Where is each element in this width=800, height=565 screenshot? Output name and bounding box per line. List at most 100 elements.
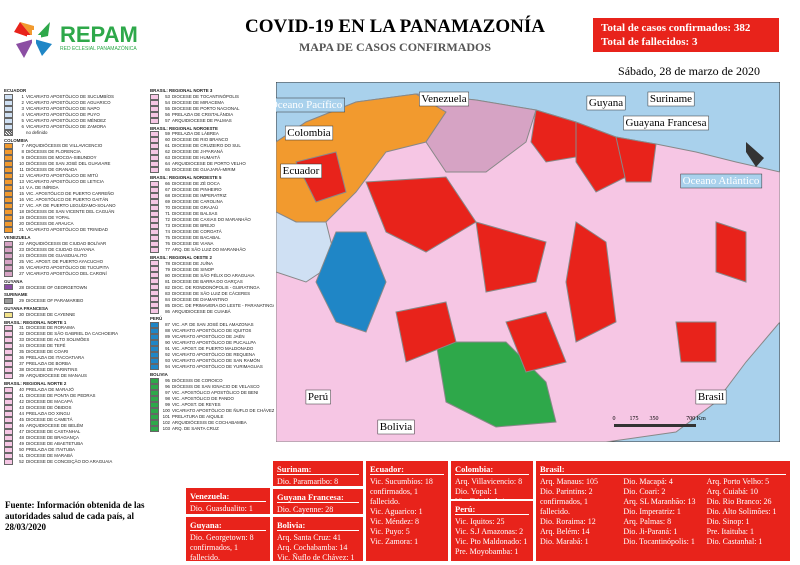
legend-item: 25 VIC. APOST. DE PUERTO AYACUCHO xyxy=(4,258,146,265)
legend-item: 34 DIOCESE DE TEFÉ xyxy=(4,343,146,350)
legend-swatch xyxy=(150,272,159,279)
case-line: Arq. SL Maranhão: 13 xyxy=(623,497,696,506)
legend-item: 3 VICARIATO APOSTÓLICO DE NAPO xyxy=(4,105,146,112)
legend-name: DIOCESE DE CAROLINA xyxy=(172,198,223,204)
legend-name: VICARIATO APOSTÓLICO DE TRINIDAD xyxy=(26,227,108,233)
legend-num: 3 xyxy=(21,105,24,111)
date: Sábado, 28 de marzo de 2020 xyxy=(618,64,760,78)
legend-name: DIOCESE DE COROATÁ xyxy=(172,228,222,234)
legend-item: 36 PRELAZIA DE ITACOATIARA xyxy=(4,355,146,362)
legend-swatch xyxy=(150,296,159,303)
legend-swatch xyxy=(4,311,13,318)
map-label: Oceano Atlántico xyxy=(683,175,760,187)
legend-name: VIC. APOSTÓLICO DE PUERTO CARREÑO xyxy=(26,191,114,197)
case-columns: Arq. Manaus: 105 Dio. Parintins: 2 confir… xyxy=(540,477,786,547)
legend-item: 99 VIC. APOST. DE REYES xyxy=(150,401,274,408)
legend-name: VICARIATO APOSTÓLICO DE PUCALLPA xyxy=(172,340,256,346)
legend-swatch xyxy=(150,186,159,193)
legend-name: VICARIATO APOSTÓLICO DE TUCUPITA xyxy=(26,264,109,270)
legend-name: DIOCESE DE PARINTINS xyxy=(26,367,78,373)
case-line: Arq. Palmas: 8 xyxy=(623,517,672,526)
legend-name: DIOCESE DE BRAGANÇA xyxy=(26,434,79,440)
legend-name: DIOCESE OF GEORGETOWN xyxy=(26,284,87,290)
legend-item: 69 DIOCESE DE CAROLINA xyxy=(150,198,274,205)
legend-swatch xyxy=(4,191,13,198)
legend-name: DIÓCESIS DE MOCOA-SIBUNDOY xyxy=(26,155,97,161)
legend-item: 81 DIOCESE DE BARRA DO GARÇAS xyxy=(150,278,274,285)
legend-item: 84 DIOCESE DE DIAMANTINO xyxy=(150,296,274,303)
map-label: Guayana Francesa xyxy=(626,117,707,129)
legend-item: 39 ARQUIDIOCESE DE MANAUS xyxy=(4,373,146,380)
legend-item: 35 DIOCESE DE COARI xyxy=(4,349,146,356)
logo-icon xyxy=(14,22,52,58)
legend-num: 98 xyxy=(165,395,170,401)
legend-item: 63 DIOCESE DE HUMAITÁ xyxy=(150,155,274,162)
map-label: Brasil xyxy=(698,391,724,403)
legend-item: 72 DIOCESE DE CAXIAS DO MARANHÃO xyxy=(150,216,274,223)
scale-label: 175 xyxy=(630,416,639,422)
legend-item: 19 DIÓCESIS DE YOPAL xyxy=(4,215,146,222)
case-line: Vic. Zamora: 1 xyxy=(370,537,419,546)
legend-swatch xyxy=(150,210,159,217)
legend-name: VICARIATO APOSTÓLICO DE MÉNDEZ xyxy=(26,117,106,123)
legend-name: DIOCESE DE JI-PARANÁ xyxy=(172,149,223,155)
legend-item: 56 PRELAZIA DE CRISTALÂNDIA xyxy=(150,111,274,118)
legend-swatch xyxy=(150,383,159,390)
legend-swatch xyxy=(150,161,159,168)
legend-item: 11 DIÓCESIS DE GRANADA xyxy=(4,167,146,174)
legend-num: 75 xyxy=(165,234,170,240)
legend-swatch xyxy=(4,422,13,429)
legend-num: 12 xyxy=(19,173,24,179)
legend-heading: BRASIL: REGIONAL NOROESTE xyxy=(150,125,218,131)
legend-item: 18 DIÓCESIS DE SAN VICENTE DEL CAGUÁN xyxy=(4,209,146,216)
totals-box: Total de casos confirmados: 382 Total de … xyxy=(593,18,779,52)
legend-num: 40 xyxy=(19,386,24,392)
map-label: Venezuela xyxy=(421,93,466,105)
legend-swatch xyxy=(4,373,13,380)
legend-name: DIOCESE DE MACAPÁ xyxy=(26,398,73,404)
legend-item: 2 VICARIATO APOSTÓLICO DE AGUARICO xyxy=(4,99,146,106)
map: Oceano Pacífico Venezuela Guyana Suriname Gu… xyxy=(276,82,780,442)
legend-name: DIOCESE DE BREJO xyxy=(172,222,215,228)
case-line: Dio. Cayenne: 28 xyxy=(277,505,334,514)
legend-name: DIOCESE DE RIO BRANCO xyxy=(172,137,229,143)
legend-name: DIOCESE DE BARRA DO GARÇAS xyxy=(172,278,243,284)
legend-col: BRASIL: REGIONAL NORTE 3 53 DIOCESE DE TOC… xyxy=(150,86,274,432)
legend-item: 12 VICARIATO APOSTÓLICO DE MITÚ xyxy=(4,173,146,180)
case-line: Dio. Sinop: 1 xyxy=(706,517,750,526)
legend-swatch xyxy=(150,216,159,223)
legend-num: 55 xyxy=(165,105,170,111)
legend-num: 37 xyxy=(19,361,24,367)
case-box: Bolivia: Arq. Santa Cruz: 41 Arq. Cochabam… xyxy=(272,516,364,562)
legend-item: no definido xyxy=(4,129,146,136)
legend-item: 64 ARQUIDIOCESE DE PORTO VELHO xyxy=(150,161,274,168)
legend-item: 102 ARQUIDIÓCESIS DE COCHABAMBA xyxy=(150,419,274,426)
legend-num: 89 xyxy=(165,334,170,340)
legend-swatch xyxy=(4,117,13,124)
legend-name: VIC. APOSTÓLICO APOSTÓLICO DE BENI xyxy=(172,389,259,395)
legend-name: ARQUIDIOCESE DE PALMAS xyxy=(172,117,232,123)
legend-item: 60 DIOCESE DE RIO BRANCO xyxy=(150,137,274,144)
legend-num: 54 xyxy=(165,99,170,105)
case-line: Pre. Moyobamba: 1 xyxy=(455,547,519,556)
legend-item: 37 PRELAZIA DE BORBA xyxy=(4,361,146,368)
legend-item: 21 VICARIATO APOSTÓLICO DE TRINIDAD xyxy=(4,227,146,234)
legend-name: DIÓCESIS DE CIUDAD GUAYANA xyxy=(26,246,95,252)
legend-name: DIOCESE DE VIANA xyxy=(172,240,214,246)
legend-num: 1 xyxy=(21,93,24,99)
legend-swatch xyxy=(4,155,13,162)
case-line: Dio. Castanhal: 1 xyxy=(706,537,763,546)
legend-item: 50 PRELAZIA DE ITAITUBA xyxy=(4,446,146,453)
legend-num: 46 xyxy=(19,422,24,428)
scale-bar xyxy=(614,424,696,427)
legend-item: 85 DIOC. DE PRIMAVERA DO LESTE - PARANATI… xyxy=(150,302,274,309)
legend-swatch xyxy=(4,143,13,150)
legend-name: DIÓCESIS DE GUASDUALITO xyxy=(26,252,87,258)
legend-name: PRELAZIA DE ITAITUBA xyxy=(26,446,75,452)
legend-swatch xyxy=(4,99,13,106)
legend-swatch xyxy=(150,260,159,267)
legend-num: 72 xyxy=(165,216,170,222)
case-box: Perú: Vic. Iquitos: 25 Vic. S.J Amazonas: … xyxy=(450,500,534,562)
legend-name: VICARIATO APOSTÓLICO DE PUYO xyxy=(26,111,100,117)
legend-swatch xyxy=(150,377,159,384)
